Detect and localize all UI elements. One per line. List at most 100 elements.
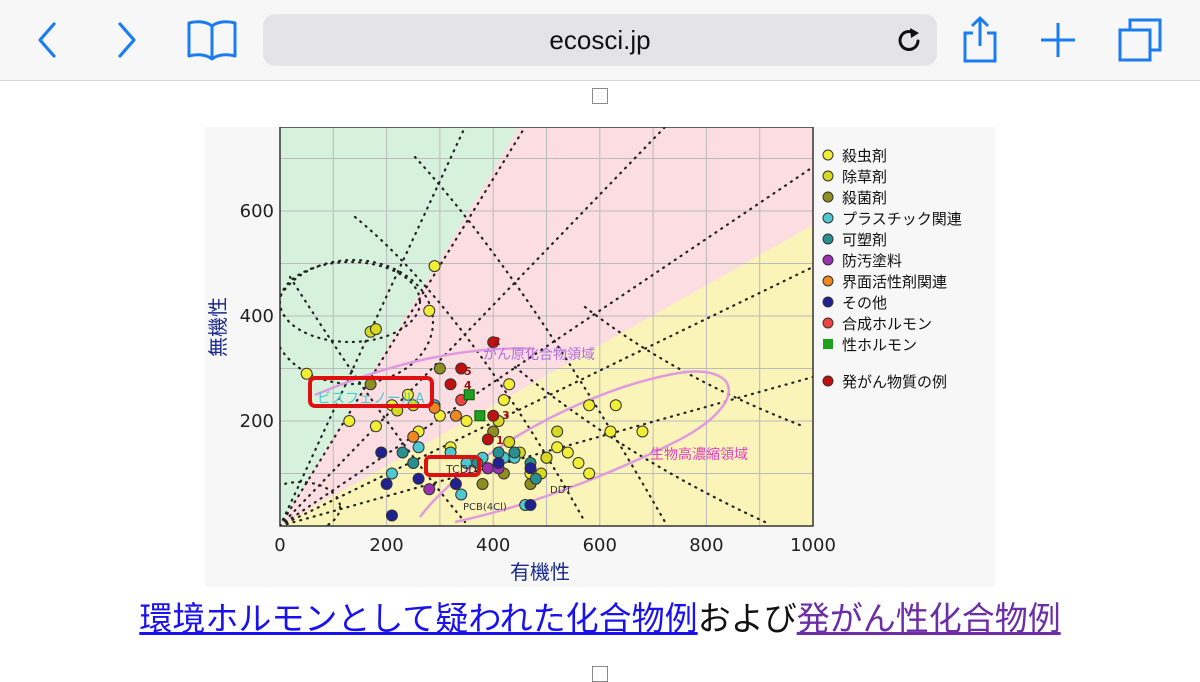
data-point [474, 410, 486, 422]
forward-button[interactable] [102, 10, 152, 70]
legend-label: 発がん物質の例 [842, 373, 947, 391]
data-point [460, 415, 473, 427]
data-point [497, 394, 510, 406]
chevron-right-icon [118, 22, 136, 58]
x-tick-label: 0 [274, 535, 285, 556]
data-point [433, 362, 446, 375]
data-point [551, 425, 564, 438]
chart-figure: 0 200 400 600 800 1000 200 400 600 がん原化合物領域 生物高濃… [205, 126, 995, 587]
data-point [343, 415, 356, 427]
y-axis-label: 無機性 [206, 297, 230, 357]
data-point [492, 457, 505, 469]
data-point [449, 409, 462, 422]
broken-image-placeholder [592, 88, 608, 104]
back-button[interactable] [22, 10, 72, 70]
data-point [508, 446, 521, 459]
data-point [476, 478, 489, 490]
data-point [455, 488, 468, 501]
data-points [300, 260, 649, 522]
data-point [583, 467, 596, 480]
y-tick-label: 600 [240, 201, 274, 222]
x-tick-label: 800 [689, 535, 723, 556]
reload-button[interactable] [893, 24, 925, 56]
data-point [481, 433, 494, 446]
reload-icon [898, 28, 920, 51]
browser-toolbar: ecosci.jp [0, 0, 1200, 81]
carcinogen-number-1: 1 [496, 434, 504, 447]
x-axis-label: 有機性 [510, 560, 570, 584]
legend-label: 合成ホルモン [842, 315, 932, 333]
data-point [428, 260, 441, 273]
data-point [503, 378, 516, 391]
book-icon [187, 20, 237, 61]
carcinogen-number-2: 2 [493, 335, 501, 348]
data-point [423, 304, 436, 317]
data-point [396, 446, 409, 459]
data-point [604, 425, 617, 438]
caption-link-carcinogens[interactable]: 発がん性化合物例 [796, 599, 1061, 638]
data-point [412, 441, 425, 454]
carcinogen-number-4: 4 [464, 379, 472, 392]
data-point [455, 362, 468, 375]
data-point [385, 509, 398, 522]
legend-label: 性ホルモン [842, 336, 917, 354]
plot-frame [279, 126, 814, 527]
legend-label: 界面活性剤関連 [842, 273, 947, 291]
label-bisphenol-a: ビスフェノールA [317, 391, 425, 407]
x-tick-label: 200 [369, 535, 403, 556]
data-point [524, 462, 537, 475]
legend-marker [822, 296, 834, 308]
caption-conjunction: および [697, 599, 797, 638]
data-point [529, 472, 542, 485]
legend-marker [822, 233, 834, 245]
data-point [463, 389, 475, 401]
legend-label: 殺虫剤 [842, 147, 887, 165]
legend-marker [822, 375, 834, 387]
data-point [572, 457, 585, 469]
carcinogen-number-5: 5 [464, 365, 472, 378]
data-point [369, 323, 382, 336]
chevron-left-icon [38, 22, 56, 58]
label-ddt: DDT [550, 485, 572, 496]
region-label-carcinogen: がん原化合物領域 [483, 346, 595, 363]
highlight-box-tcdd [424, 455, 481, 477]
legend-marker [822, 275, 834, 287]
data-point [401, 388, 414, 401]
data-point [503, 436, 516, 448]
x-tick-label: 600 [583, 535, 617, 556]
y-tick-label: 400 [240, 306, 274, 327]
legend-label: 除草剤 [842, 168, 887, 186]
data-point [369, 420, 382, 433]
tabs-button[interactable] [1112, 10, 1167, 70]
x-tick-label: 1000 [790, 535, 836, 556]
data-point [385, 467, 398, 480]
data-point [551, 441, 564, 454]
legend-label: その他 [842, 294, 887, 312]
data-point [449, 478, 462, 490]
carcinogen-number-3: 3 [502, 409, 510, 422]
label-tcdd: TCDD [445, 463, 477, 476]
address-bar[interactable]: ecosci.jp [263, 14, 937, 66]
figure-caption: 環境ホルモンとして疑われた化合物例および発がん性化合物例 [0, 592, 1200, 640]
axis-ticks: 0 200 400 600 800 1000 200 400 600 [240, 201, 836, 556]
share-button[interactable] [955, 10, 1005, 70]
broken-image-placeholder-bottom [592, 666, 608, 682]
scatter-chart: 0 200 400 600 800 1000 200 400 600 がん原化合物領域 生物高濃… [206, 126, 962, 584]
data-point [444, 378, 457, 391]
data-point [407, 457, 420, 469]
new-tab-button[interactable] [1033, 10, 1083, 70]
bookmarks-button[interactable] [182, 10, 242, 70]
legend-label: プラスチック関連 [842, 210, 962, 228]
url-text: ecosci.jp [549, 25, 651, 55]
data-point [487, 336, 500, 349]
y-tick-label: 200 [240, 411, 274, 432]
data-point [540, 451, 553, 464]
data-point [407, 430, 420, 443]
data-point [561, 446, 574, 459]
data-point [583, 399, 596, 412]
legend-marker [823, 339, 833, 349]
data-point [492, 446, 505, 459]
x-tick-label: 400 [476, 535, 510, 556]
data-point [524, 499, 537, 511]
caption-link-environmental-hormones[interactable]: 環境ホルモンとして疑われた化合物例 [139, 599, 698, 638]
